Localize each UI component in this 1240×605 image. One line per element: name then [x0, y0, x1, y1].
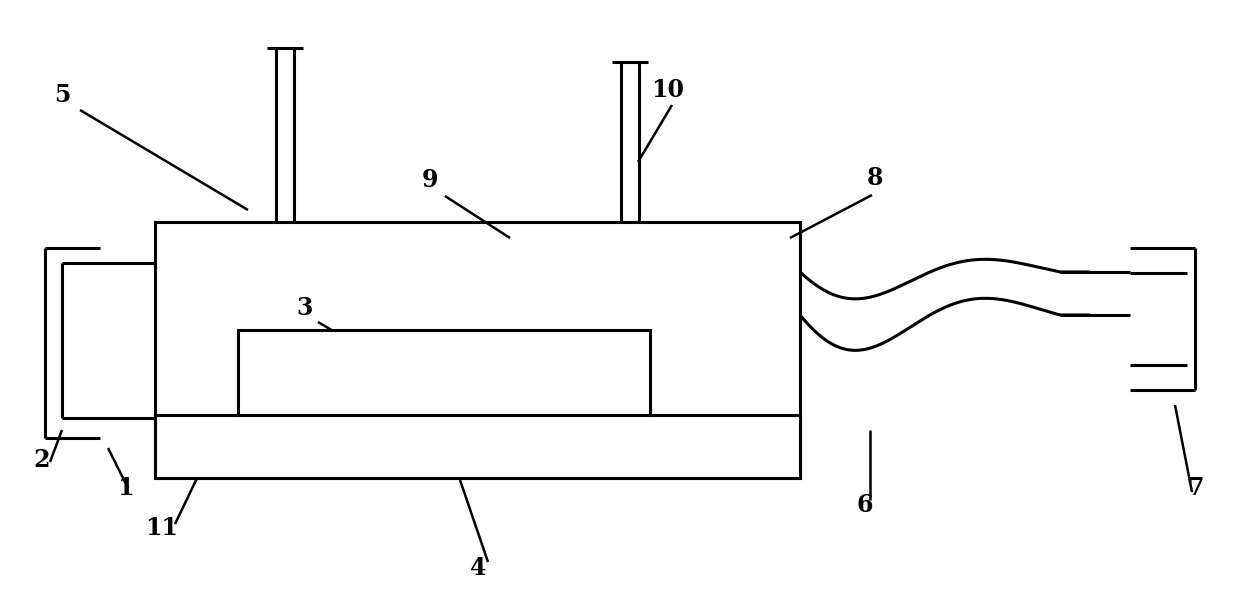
- Bar: [155, 415, 800, 478]
- Text: 6: 6: [857, 493, 873, 517]
- Text: 10: 10: [651, 78, 684, 102]
- Bar: [155, 222, 800, 478]
- Text: 3: 3: [296, 296, 314, 320]
- Text: 8: 8: [867, 166, 883, 190]
- Text: 4: 4: [470, 556, 486, 580]
- Text: 7: 7: [1187, 476, 1203, 500]
- Text: 11: 11: [145, 516, 179, 540]
- Text: 5: 5: [53, 83, 71, 107]
- Text: 1: 1: [117, 476, 133, 500]
- Text: 9: 9: [422, 168, 438, 192]
- Bar: [155, 415, 800, 478]
- Text: 2: 2: [33, 448, 51, 472]
- Bar: [238, 330, 650, 415]
